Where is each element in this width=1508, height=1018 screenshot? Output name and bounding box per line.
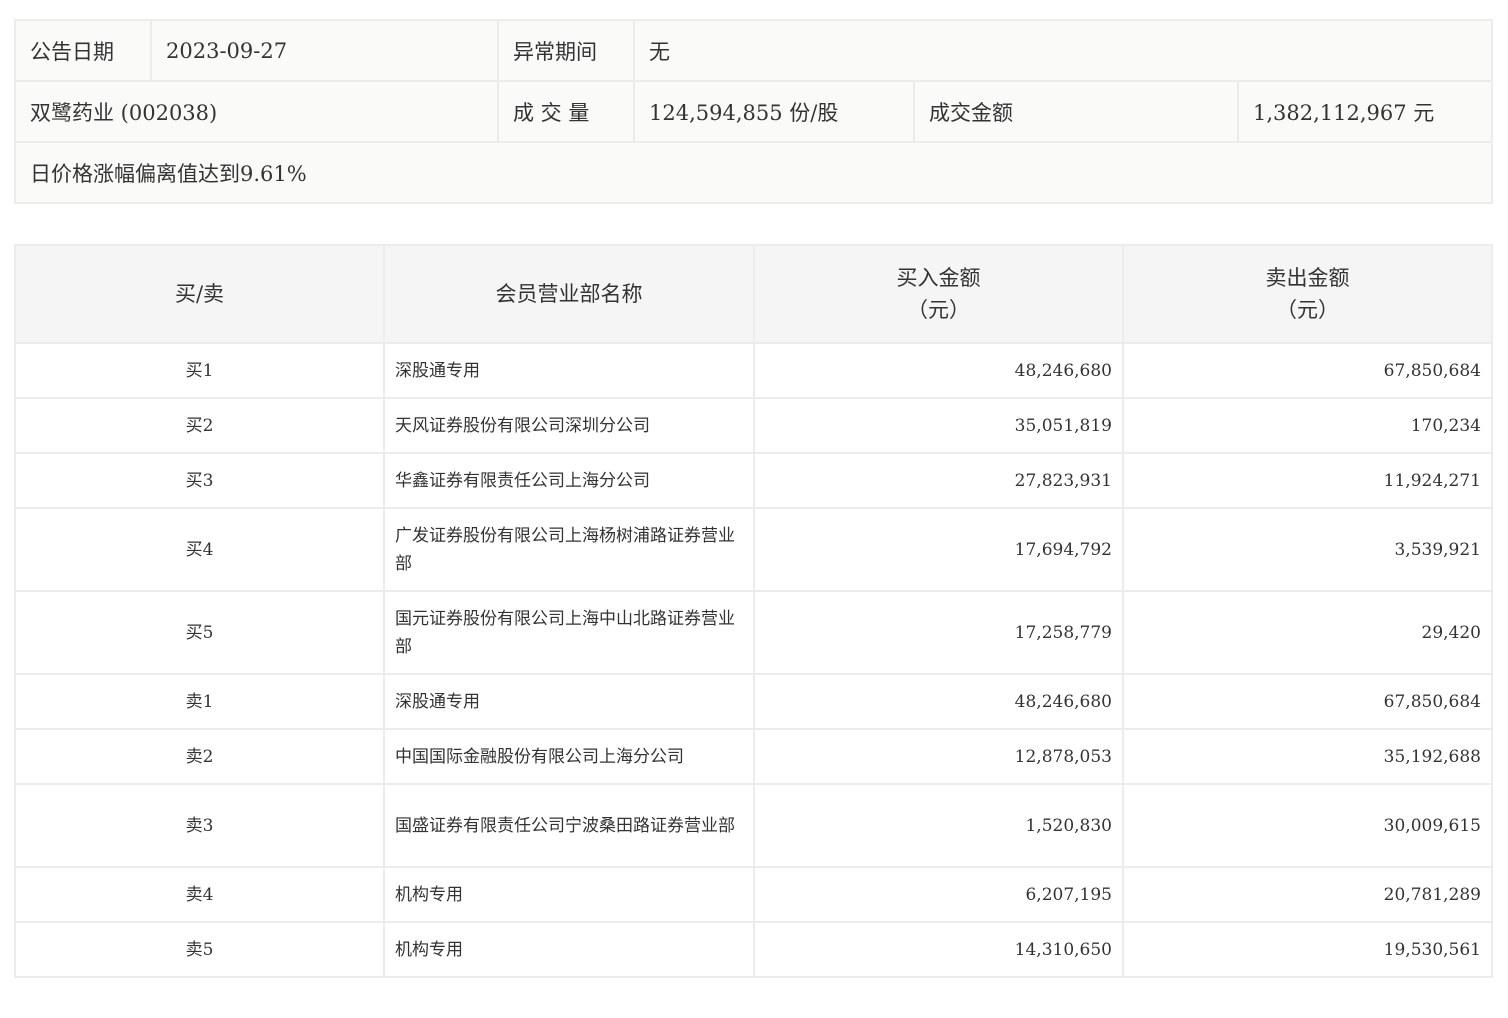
info-row: 公告日期 2023-09-27 异常期间 无 — [14, 19, 1493, 82]
cell-broker: 深股通专用 — [383, 342, 755, 399]
cell-buy: 14,310,650 — [753, 921, 1124, 978]
table-row: 买4 广发证券股份有限公司上海杨树浦路证券营业部 17,694,792 3,539,9… — [14, 507, 1493, 592]
header-broker: 会员营业部名称 — [383, 244, 755, 344]
cell-broker: 广发证券股份有限公司上海杨树浦路证券营业部 — [383, 507, 755, 592]
cell-buy: 48,246,680 — [753, 342, 1124, 399]
announce-date: 2023-09-27 — [150, 19, 499, 82]
cell-buy: 12,878,053 — [753, 728, 1124, 785]
cell-buy: 27,823,931 — [753, 452, 1124, 509]
volume-label: 成 交 量 — [497, 80, 635, 143]
abnormal-period-label: 异常期间 — [497, 19, 635, 82]
cell-broker: 机构专用 — [383, 866, 755, 923]
table-row: 卖2 中国国际金融股份有限公司上海分公司 12,878,053 35,192,688 — [14, 728, 1493, 785]
cell-buy: 6,207,195 — [753, 866, 1124, 923]
table-row: 买1 深股通专用 48,246,680 67,850,684 — [14, 342, 1493, 399]
cell-sell: 67,850,684 — [1122, 342, 1493, 399]
broker-trades-table: 买/卖 会员营业部名称 买入金额 （元） 卖出金额 （元） 买1 深股通专用 48,24… — [14, 244, 1493, 978]
volume: 124,594,855 份/股 — [633, 80, 915, 143]
cell-side: 买3 — [14, 452, 385, 509]
table-header-row: 买/卖 会员营业部名称 买入金额 （元） 卖出金额 （元） — [14, 244, 1493, 344]
cell-sell: 29,420 — [1122, 590, 1493, 675]
cell-side: 卖2 — [14, 728, 385, 785]
announcement-info-table: 公告日期 2023-09-27 异常期间 无 双鹭药业 (002038) 成 交… — [14, 19, 1493, 204]
cell-buy: 17,258,779 — [753, 590, 1124, 675]
cell-broker: 国盛证券有限责任公司宁波桑田路证券营业部 — [383, 783, 755, 868]
header-sell-label: 卖出金额 — [1265, 266, 1350, 290]
cell-sell: 11,924,271 — [1122, 452, 1493, 509]
cell-broker: 天风证券股份有限公司深圳分公司 — [383, 397, 755, 454]
cell-side: 买5 — [14, 590, 385, 675]
cell-side: 买1 — [14, 342, 385, 399]
header-buy-label: 买入金额 — [896, 266, 981, 290]
cell-side: 卖5 — [14, 921, 385, 978]
header-buy-unit: （元） — [907, 298, 970, 322]
cell-broker: 机构专用 — [383, 921, 755, 978]
cell-sell: 20,781,289 — [1122, 866, 1493, 923]
cell-buy: 1,520,830 — [753, 783, 1124, 868]
amount-label: 成交金额 — [913, 80, 1239, 143]
cell-sell: 3,539,921 — [1122, 507, 1493, 592]
header-buy: 买入金额 （元） — [753, 244, 1124, 344]
cell-side: 买4 — [14, 507, 385, 592]
cell-sell: 170,234 — [1122, 397, 1493, 454]
table-row: 买2 天风证券股份有限公司深圳分公司 35,051,819 170,234 — [14, 397, 1493, 454]
cell-sell: 67,850,684 — [1122, 673, 1493, 730]
stock-name: 双鹭药业 (002038) — [14, 80, 499, 143]
cell-side: 买2 — [14, 397, 385, 454]
abnormal-period: 无 — [633, 19, 1493, 82]
cell-side: 卖4 — [14, 866, 385, 923]
header-sell-unit: （元） — [1276, 298, 1339, 322]
header-sell: 卖出金额 （元） — [1122, 244, 1493, 344]
cell-broker: 国元证券股份有限公司上海中山北路证券营业部 — [383, 590, 755, 675]
cell-broker: 华鑫证券有限责任公司上海分公司 — [383, 452, 755, 509]
info-row: 双鹭药业 (002038) 成 交 量 124,594,855 份/股 成交金额… — [14, 80, 1493, 143]
reason: 日价格涨幅偏离值达到9.61% — [14, 141, 1493, 204]
cell-buy: 17,694,792 — [753, 507, 1124, 592]
cell-side: 卖3 — [14, 783, 385, 868]
cell-side: 卖1 — [14, 673, 385, 730]
table-row: 卖1 深股通专用 48,246,680 67,850,684 — [14, 673, 1493, 730]
cell-buy: 35,051,819 — [753, 397, 1124, 454]
cell-broker: 深股通专用 — [383, 673, 755, 730]
cell-broker: 中国国际金融股份有限公司上海分公司 — [383, 728, 755, 785]
amount: 1,382,112,967 元 — [1237, 80, 1493, 143]
cell-sell: 30,009,615 — [1122, 783, 1493, 868]
table-row: 买3 华鑫证券有限责任公司上海分公司 27,823,931 11,924,271 — [14, 452, 1493, 509]
table-row: 卖4 机构专用 6,207,195 20,781,289 — [14, 866, 1493, 923]
cell-sell: 19,530,561 — [1122, 921, 1493, 978]
cell-buy: 48,246,680 — [753, 673, 1124, 730]
announce-date-label: 公告日期 — [14, 19, 152, 82]
header-side: 买/卖 — [14, 244, 385, 344]
cell-sell: 35,192,688 — [1122, 728, 1493, 785]
table-row: 卖3 国盛证券有限责任公司宁波桑田路证券营业部 1,520,830 30,009,61… — [14, 783, 1493, 868]
table-row: 买5 国元证券股份有限公司上海中山北路证券营业部 17,258,779 29,420 — [14, 590, 1493, 675]
info-row: 日价格涨幅偏离值达到9.61% — [14, 141, 1493, 204]
table-row: 卖5 机构专用 14,310,650 19,530,561 — [14, 921, 1493, 978]
